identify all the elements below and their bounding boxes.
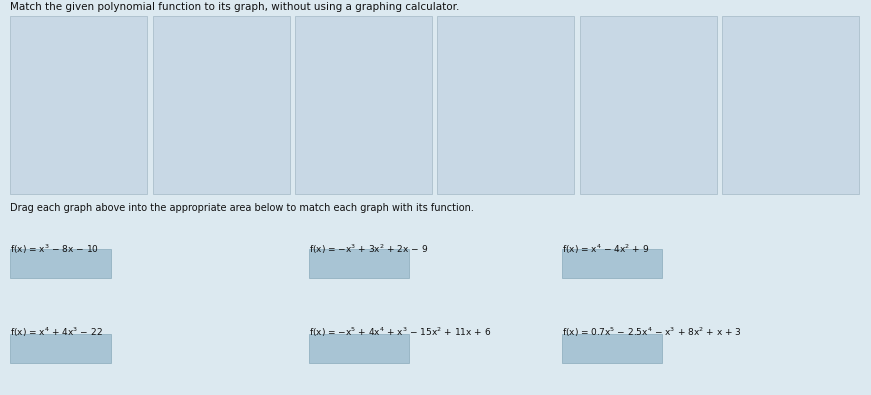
Text: f(x) = x$^4$ $-$ 4x$^2$ + 9: f(x) = x$^4$ $-$ 4x$^2$ + 9	[562, 243, 649, 256]
Text: 4y: 4y	[312, 30, 321, 36]
Text: 4y: 4y	[454, 30, 463, 36]
Text: 4y: 4y	[27, 30, 36, 36]
Text: f(x) = x$^3$ $-$ 8x $-$ 10: f(x) = x$^3$ $-$ 8x $-$ 10	[10, 243, 99, 256]
Text: 4y: 4y	[170, 30, 179, 36]
Text: Drag each graph above into the appropriate area below to match each graph with i: Drag each graph above into the appropria…	[10, 203, 475, 213]
Text: Match the given polynomial function to its graph, without using a graphing calcu: Match the given polynomial function to i…	[10, 2, 460, 12]
Text: 4y: 4y	[739, 30, 747, 36]
Text: f(x) = $-$x$^5$ + 4x$^4$ + x$^3$ $-$ 15x$^2$ + 11x + 6: f(x) = $-$x$^5$ + 4x$^4$ + x$^3$ $-$ 15x…	[309, 326, 491, 339]
Text: f(x) = 0.7x$^5$ $-$ 2.5x$^4$ $-$ x$^3$ + 8x$^2$ + x + 3: f(x) = 0.7x$^5$ $-$ 2.5x$^4$ $-$ x$^3$ +…	[562, 326, 741, 339]
Text: 4y: 4y	[597, 30, 605, 36]
Text: f(x) = $-$x$^3$ + 3x$^2$ + 2x $-$ 9: f(x) = $-$x$^3$ + 3x$^2$ + 2x $-$ 9	[309, 243, 429, 256]
Text: f(x) = x$^4$ + 4x$^3$ $-$ 22: f(x) = x$^4$ + 4x$^3$ $-$ 22	[10, 326, 104, 339]
